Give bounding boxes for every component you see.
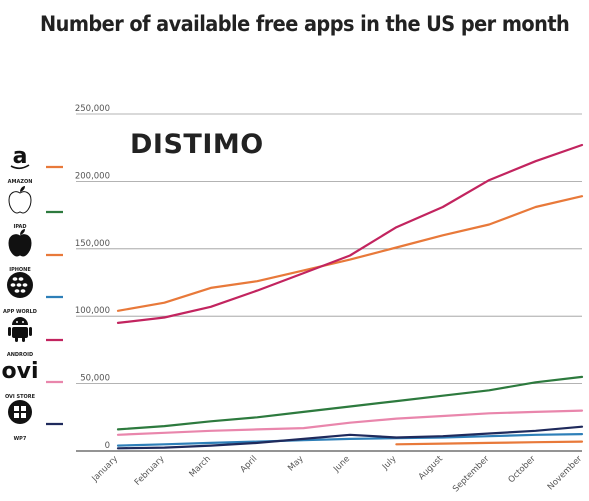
blackberry-dot bbox=[18, 277, 24, 281]
x-tick-label: October bbox=[507, 454, 538, 485]
blackberry-dot bbox=[12, 277, 18, 281]
y-axis-tick-labels: 0 50,000 100,000 150,000 200,000 250,000 bbox=[75, 104, 110, 451]
x-tick-label: September bbox=[451, 454, 492, 495]
windows-phone-icon bbox=[8, 400, 32, 424]
android-leg bbox=[22, 337, 25, 342]
amazon-icon-glyph: a bbox=[13, 144, 28, 169]
y-tick-label: 200,000 bbox=[75, 171, 110, 181]
legend-label: WP7 bbox=[14, 436, 27, 442]
distimo-watermark: DISTIMO bbox=[130, 129, 264, 160]
android-eye bbox=[16, 321, 18, 323]
y-tick-label: 150,000 bbox=[75, 239, 110, 249]
y-tick-label: 100,000 bbox=[75, 306, 110, 316]
x-tick-label: June bbox=[331, 454, 352, 475]
windows-pane bbox=[14, 406, 19, 411]
legend-label: IPAD bbox=[13, 224, 26, 230]
series-line-wp7 bbox=[116, 425, 584, 450]
x-tick-label: January bbox=[90, 454, 121, 485]
y-tick-label: 250,000 bbox=[75, 104, 110, 114]
blackberry-dot bbox=[20, 289, 26, 293]
windows-pane bbox=[21, 413, 26, 418]
blackberry-dot bbox=[14, 289, 20, 293]
x-tick-label: April bbox=[239, 454, 260, 475]
legend-label: IPHONE bbox=[9, 267, 31, 273]
android-icon bbox=[8, 317, 32, 342]
y-tick-label: 0 bbox=[105, 441, 110, 451]
apple-body bbox=[8, 234, 32, 257]
amazon-smile bbox=[10, 164, 30, 170]
android-head bbox=[12, 317, 28, 325]
android-body bbox=[12, 327, 28, 338]
ovi-wordmark: ovi bbox=[2, 359, 39, 384]
blackberry-dot bbox=[10, 283, 16, 287]
series-line-iphone bbox=[116, 195, 584, 312]
grid-lines bbox=[76, 113, 582, 452]
series-lines bbox=[116, 143, 584, 450]
series-line-android bbox=[116, 143, 584, 324]
x-tick-label: August bbox=[417, 454, 446, 483]
apple-leaf bbox=[20, 229, 25, 235]
windows-pane bbox=[21, 406, 26, 411]
apple-leaf bbox=[20, 186, 25, 192]
android-arm bbox=[8, 327, 11, 336]
x-axis-tick-labels: January February March April May June July Augu… bbox=[90, 454, 585, 495]
series-line-app-world bbox=[116, 433, 584, 447]
y-tick-label: 50,000 bbox=[80, 374, 110, 384]
series-line-ovi-store bbox=[116, 409, 584, 436]
wp7-badge bbox=[8, 400, 32, 424]
android-eye bbox=[22, 321, 24, 323]
series-line-ipad bbox=[116, 375, 584, 431]
amazon-icon: a bbox=[10, 144, 30, 170]
legend-label: APP WORLD bbox=[3, 309, 37, 315]
chart-title: Number of available free apps in the US … bbox=[40, 12, 570, 36]
apple-body bbox=[8, 191, 32, 214]
series-line-amazon bbox=[395, 440, 584, 446]
x-tick-label: November bbox=[546, 454, 585, 493]
ovi-icon: ovi bbox=[2, 359, 39, 384]
android-leg bbox=[15, 337, 18, 342]
legend-label: ANDROID bbox=[7, 352, 33, 358]
blackberry-icon bbox=[7, 272, 33, 298]
x-tick-label: May bbox=[286, 454, 306, 474]
apple-outline-icon bbox=[8, 186, 32, 214]
x-tick-label: February bbox=[133, 454, 167, 488]
windows-pane bbox=[14, 413, 19, 418]
android-arm bbox=[29, 327, 32, 336]
legend-label: AMAZON bbox=[8, 179, 33, 185]
legend-label: OVI STORE bbox=[5, 394, 36, 400]
blackberry-dot bbox=[22, 283, 28, 287]
x-tick-label: March bbox=[188, 454, 213, 479]
blackberry-dot bbox=[16, 283, 22, 287]
apple-icon bbox=[8, 229, 32, 257]
x-tick-label: July bbox=[380, 454, 399, 473]
